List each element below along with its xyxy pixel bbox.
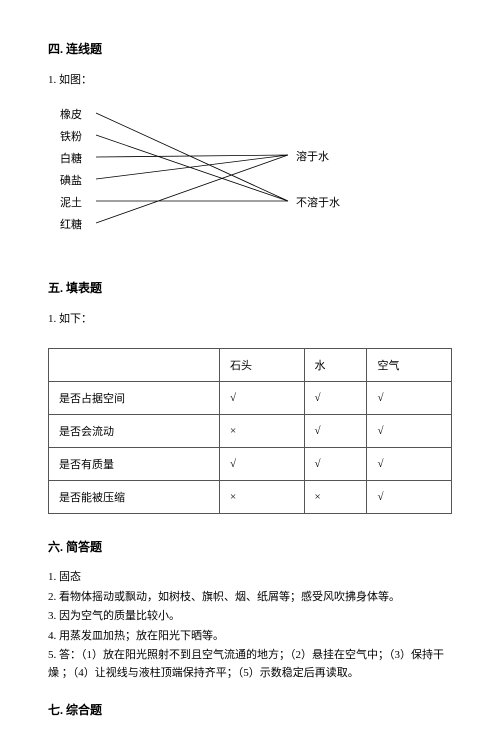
properties-table: 石头水空气 是否占据空间√√√是否会流动×√√是否有质量√√√是否能被压缩××√ [48,348,452,514]
table-cell: √ [367,448,452,481]
answer-line: 4. 用蒸发皿加热；放在阳光下晒等。 [48,628,452,646]
answer-line: 3. 因为空气的质量比较小。 [48,608,452,626]
table-cell: √ [367,481,452,514]
table-header-cell: 空气 [367,349,452,382]
table-cell: √ [367,415,452,448]
table-row: 是否会流动×√√ [49,415,452,448]
matching-left-item: 橡皮 [60,106,82,122]
table-cell: × [220,415,305,448]
matching-left-item: 白糖 [60,150,82,166]
table-row-label: 是否占据空间 [49,382,220,415]
answer-line: 5. 答：（1）放在阳光照射不到且空气流通的地方；（2）悬挂在空气中；（3）保持… [48,647,452,682]
table-row-label: 是否有质量 [49,448,220,481]
section4-q: 1. 如图： [48,71,452,87]
matching-left-item: 泥土 [60,194,82,210]
table-cell: × [220,481,305,514]
table-header-row: 石头水空气 [49,349,452,382]
table-header-cell: 石头 [220,349,305,382]
table-row: 是否占据空间√√√ [49,382,452,415]
table-cell: √ [220,448,305,481]
table-row: 是否能被压缩××√ [49,481,452,514]
answer-line: 1. 固态 [48,569,452,587]
answer-line: 2. 看物体摇动或飘动，如树枝、旗帜、烟、纸屑等；感受风吹拂身体等。 [48,589,452,607]
section6-title: 六. 简答题 [48,538,452,555]
matching-diagram: 橡皮铁粉白糖碘盐泥土红糖 溶于水不溶于水 [48,105,428,255]
table-row-label: 是否能被压缩 [49,481,220,514]
table-cell: √ [304,448,367,481]
table-row: 是否有质量√√√ [49,448,452,481]
table-cell: √ [304,382,367,415]
table-row-label: 是否会流动 [49,415,220,448]
table-cell: × [304,481,367,514]
section4-title: 四. 连线题 [48,40,452,57]
table-header-cell [49,349,220,382]
table-cell: √ [367,382,452,415]
matching-left-item: 碘盐 [60,172,82,188]
section5-title: 五. 填表题 [48,279,452,296]
matching-lines [48,105,428,255]
short-answers: 1. 固态 2. 看物体摇动或飘动，如树枝、旗帜、烟、纸屑等；感受风吹拂身体等。3… [48,569,452,683]
section7-title: 七. 综合题 [48,701,452,718]
matching-left-item: 铁粉 [60,128,82,144]
matching-right-item: 不溶于水 [296,194,340,210]
table-cell: √ [220,382,305,415]
section5-q: 1. 如下： [48,310,452,326]
table-header-cell: 水 [304,349,367,382]
matching-right-item: 溶于水 [296,148,329,164]
matching-left-item: 红糖 [60,216,82,232]
table-cell: √ [304,415,367,448]
